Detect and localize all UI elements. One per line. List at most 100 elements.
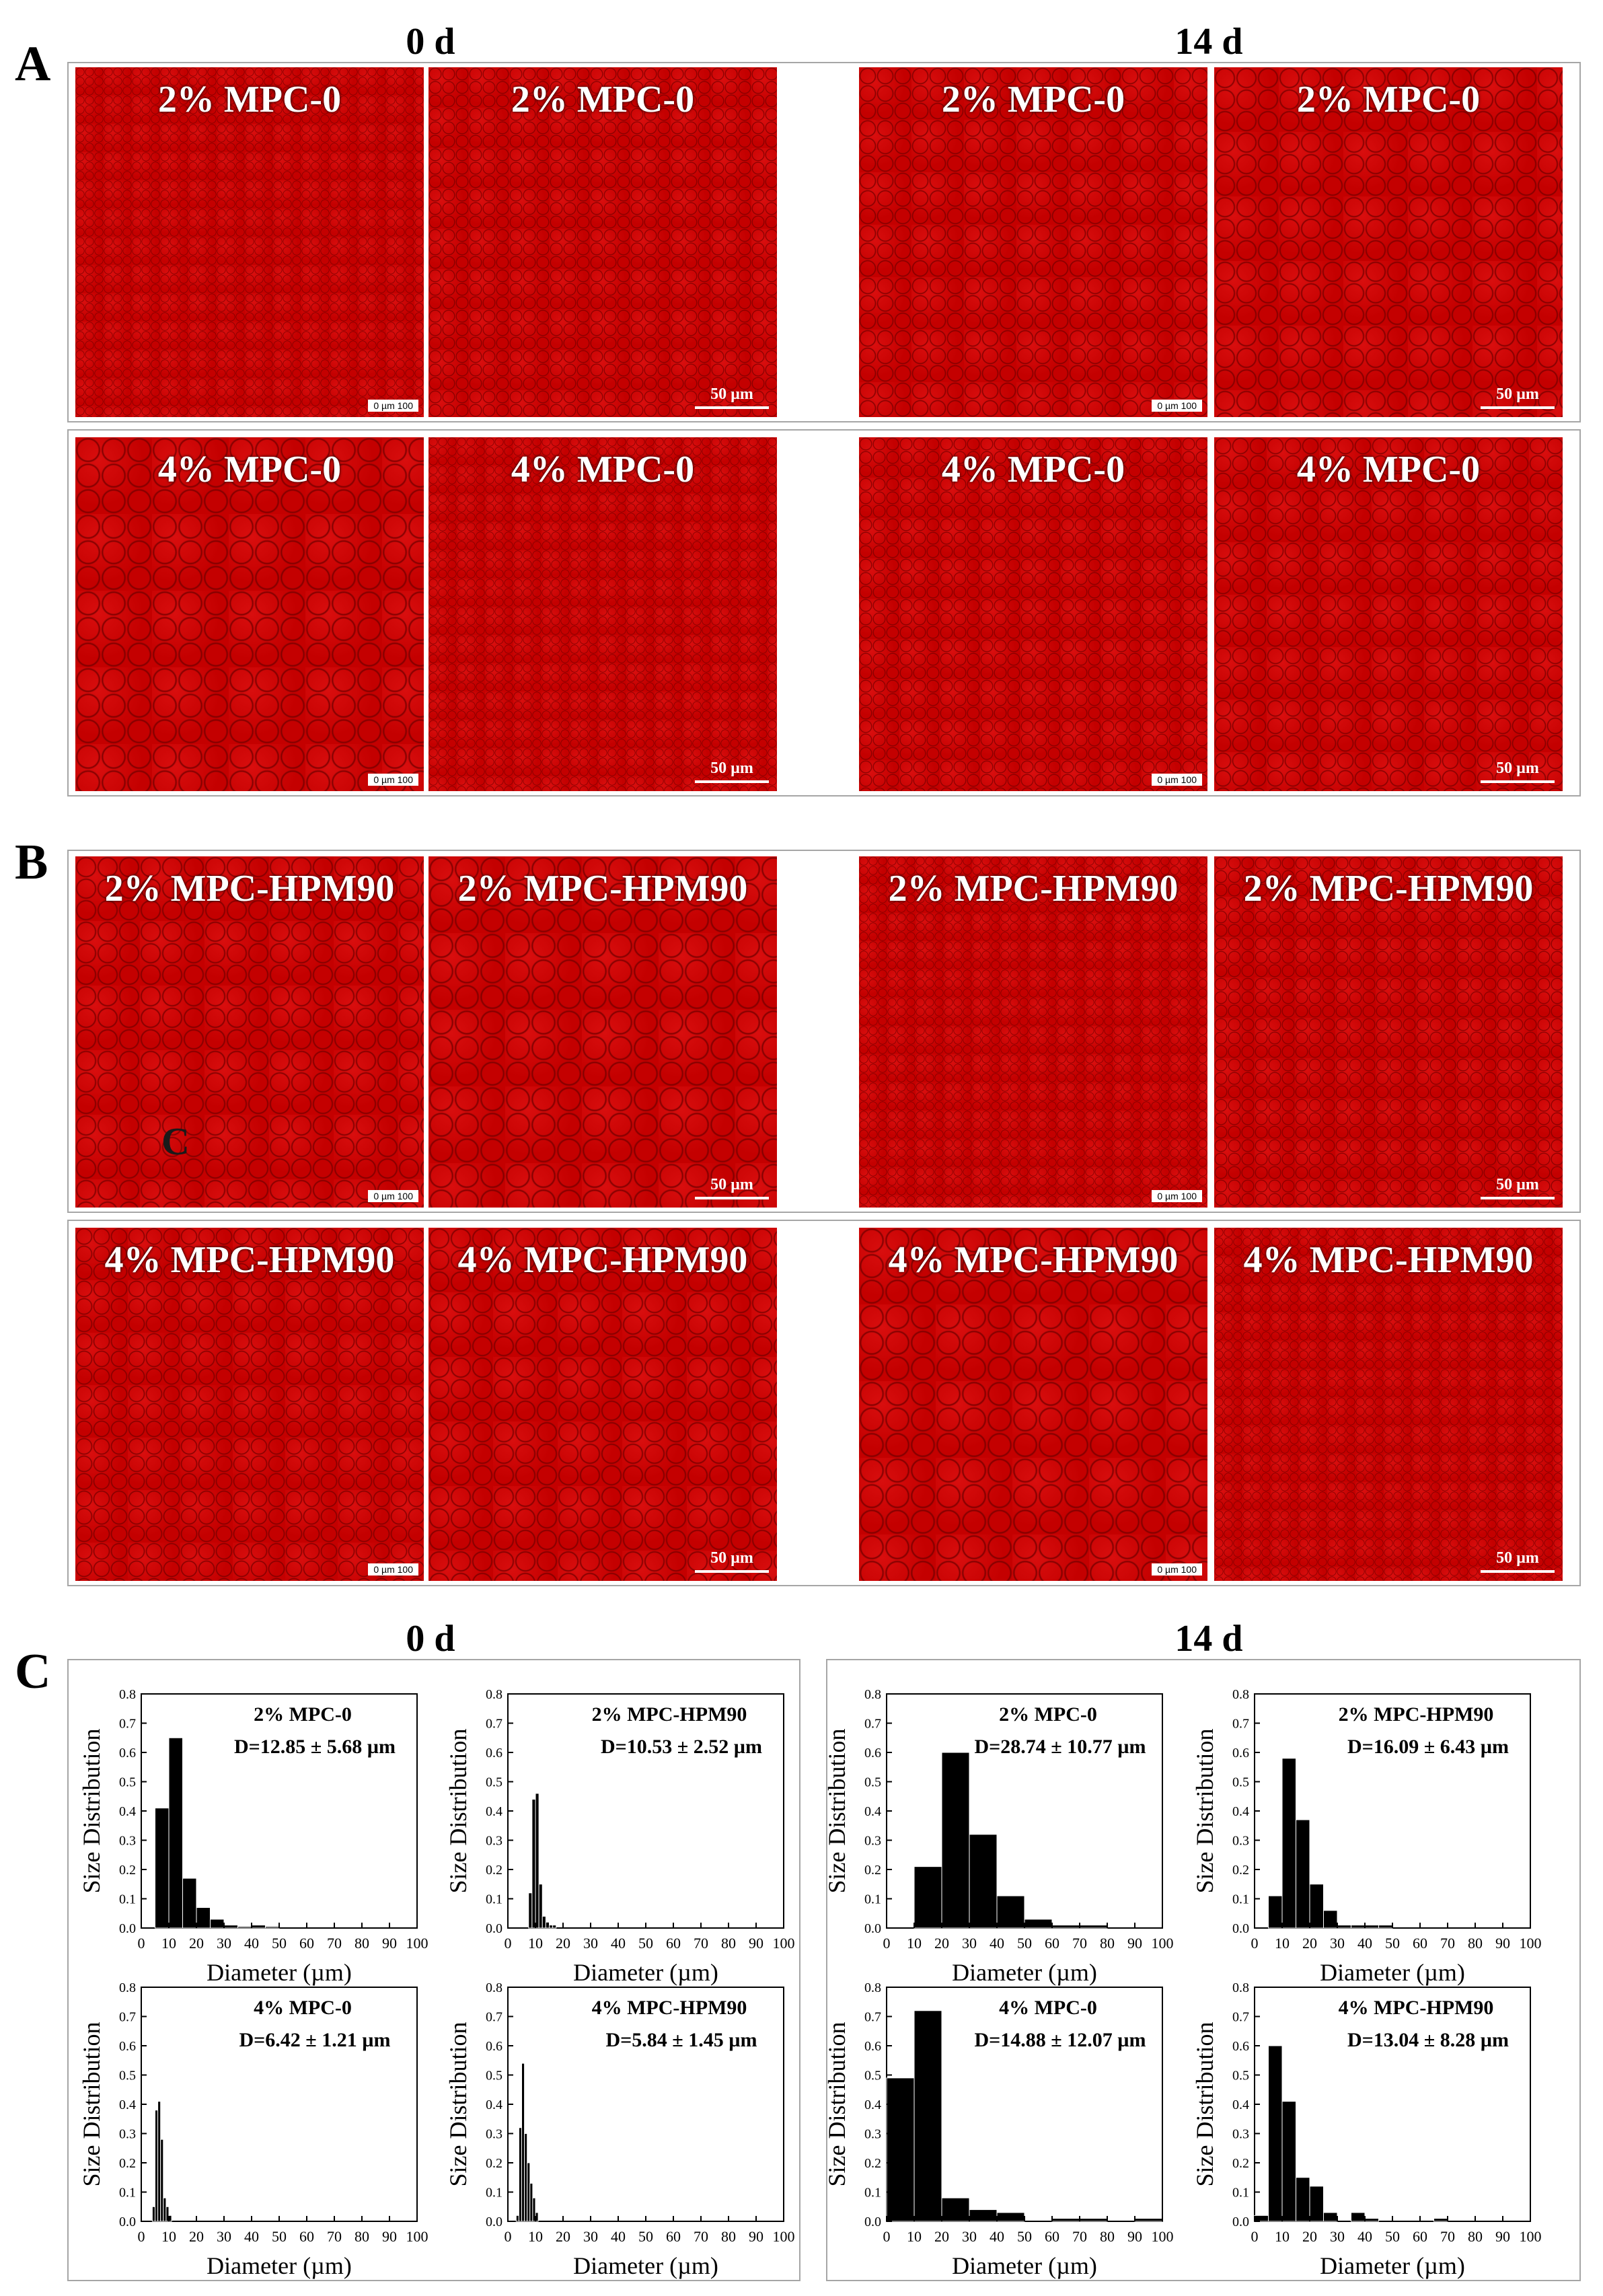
y-tick-label: 0.4	[1232, 2098, 1249, 2112]
y-tick-label: 0.2	[864, 2156, 881, 2171]
y-axis-label: Size Distribution	[823, 2022, 850, 2187]
y-tick-label: 0.4	[486, 1804, 502, 1819]
y-tick-label: 0.5	[864, 1775, 881, 1790]
x-tick-label: 80	[355, 1935, 369, 1952]
histogram-stat: D=16.09 ± 6.43 µm	[1347, 1736, 1509, 1758]
scale-bar-50um: 50 µm	[695, 386, 769, 409]
micrograph-sample-label: 2% MPC-HPM90	[1243, 868, 1534, 910]
histogram-bar	[155, 1808, 170, 1929]
x-tick-label: 80	[1468, 2228, 1483, 2245]
y-tick-label: 0.0	[486, 1921, 502, 1936]
x-tick-label: 30	[962, 2228, 977, 2245]
micrograph-b2-3: 4% MPC-HPM90 0 µm 100	[859, 1228, 1207, 1581]
y-tick-label: 0.2	[119, 2156, 136, 2171]
micrograph-a1-4: 2% MPC-0 50 µm	[1214, 67, 1563, 417]
histogram-bar	[1134, 2218, 1163, 2222]
histogram-bar	[1079, 2218, 1108, 2222]
histogram-bar	[1323, 2212, 1338, 2222]
histogram-title: 4% MPC-0	[999, 1997, 1097, 2019]
scale-bar-line	[1481, 1197, 1555, 1199]
histogram-bar	[1364, 2218, 1379, 2222]
histogram-bar	[1079, 1925, 1108, 1929]
histogram-5: 0 10 20 30 40 50 60 70 80 90 100 0.0 0.1 0.2 0.3 0.4 0.5…	[823, 1687, 1174, 1986]
y-axis-label: Size Distribution	[445, 1729, 472, 1894]
histogram-bar	[521, 2063, 525, 2222]
plot-frame	[507, 1987, 784, 2222]
histogram-bar	[528, 1892, 533, 1929]
histogram-bar	[1351, 2212, 1366, 2222]
histogram-bar	[1323, 1910, 1338, 1929]
y-tick-label: 0.6	[486, 2039, 502, 2054]
panel-letter-b: B	[15, 835, 48, 890]
x-axis-label: Diameter (µm)	[1320, 2252, 1465, 2279]
x-tick-label: 50	[638, 1935, 653, 1952]
y-tick-label: 0.2	[864, 1863, 881, 1878]
histogram-bar	[1309, 1884, 1324, 1929]
y-axis-label: Size Distribution	[823, 1729, 850, 1894]
micrograph-b1-3: 2% MPC-HPM90 0 µm 100	[859, 856, 1207, 1208]
y-tick-label: 0.0	[864, 1921, 881, 1936]
y-tick-label: 0.4	[486, 2098, 502, 2112]
x-axis-label: Diameter (µm)	[1320, 1959, 1465, 1986]
panel-letter-a: A	[15, 36, 51, 91]
histogram-bar	[1433, 2218, 1448, 2222]
panel-letter-c: C	[15, 1644, 51, 1699]
micrograph-a1-3: 2% MPC-0 0 µm 100	[859, 67, 1207, 417]
histogram-bar	[941, 1752, 970, 1929]
histogram-1: 0 10 20 30 40 50 60 70 80 90 100 0.0 0.1 0.2 0.3 0.4 0.5…	[78, 1687, 428, 1986]
micrograph-b1-1: 2% MPC-HPM90 0 µm 100 C	[75, 856, 424, 1208]
x-axis-label: Diameter (µm)	[573, 2252, 718, 2279]
histogram-bar	[251, 1925, 266, 1929]
histogram-title: 4% MPC-0	[254, 1997, 352, 2019]
histogram-group-frame-0d	[67, 1659, 800, 2281]
y-tick-label: 0.5	[864, 2069, 881, 2083]
x-tick-label: 80	[1100, 1935, 1115, 1952]
y-tick-label: 0.3	[119, 1834, 136, 1849]
x-tick-label: 20	[189, 1935, 204, 1952]
histogram-bar	[1296, 1819, 1310, 1929]
x-tick-label: 10	[161, 1935, 176, 1952]
x-tick-label: 10	[1275, 2228, 1290, 2245]
x-tick-label: 30	[217, 2228, 231, 2245]
histogram-4: 0 10 20 30 40 50 60 70 80 90 100 0.0 0.1 0.2 0.3 0.4 0.5…	[445, 1980, 795, 2279]
micrograph-a1-2: 2% MPC-0 50 µm	[428, 67, 777, 417]
x-tick-label: 80	[721, 2228, 736, 2245]
x-tick-label: 10	[1275, 1935, 1290, 1952]
time-label-0d-a: 0 d	[406, 21, 455, 63]
histogram-bar	[1281, 1758, 1296, 1929]
micrograph-sample-label: 4% MPC-HPM90	[457, 1239, 748, 1281]
x-tick-label: 0	[505, 2228, 512, 2245]
x-tick-label: 20	[556, 2228, 570, 2245]
histogram-stat: D=14.88 ± 12.07 µm	[975, 2029, 1146, 2051]
y-tick-label: 0.6	[1232, 2039, 1249, 2054]
y-tick-label: 0.1	[864, 1892, 881, 1907]
micrograph-a2-2: 4% MPC-0 50 µm	[428, 437, 777, 791]
x-tick-label: 20	[1302, 1935, 1317, 1952]
x-tick-label: 60	[299, 2228, 314, 2245]
x-tick-label: 0	[138, 2228, 145, 2245]
x-tick-label: 90	[382, 2228, 397, 2245]
plot-frame	[507, 1693, 784, 1929]
histogram-bar	[1024, 1919, 1053, 1929]
y-tick-label: 0.3	[1232, 1834, 1249, 1849]
x-tick-label: 70	[694, 2228, 708, 2245]
y-tick-label: 0.6	[864, 1746, 881, 1761]
y-tick-label: 0.8	[119, 1980, 136, 1995]
x-tick-label: 60	[1045, 2228, 1059, 2245]
histogram-stat: D=6.42 ± 1.21 µm	[239, 2029, 391, 2051]
y-tick-label: 0.7	[1232, 1717, 1249, 1732]
x-tick-label: 90	[749, 1935, 763, 1952]
x-tick-label: 20	[556, 1935, 570, 1952]
histogram-bar	[969, 2209, 998, 2222]
histogram-7: 0 10 20 30 40 50 60 70 80 90 100 0.0 0.1 0.2 0.3 0.4 0.5…	[823, 1980, 1174, 2279]
x-tick-label: 50	[1017, 2228, 1032, 2245]
scale-bar-50um: 50 µm	[1481, 386, 1555, 409]
x-tick-label: 40	[611, 2228, 626, 2245]
y-tick-label: 0.2	[486, 2156, 502, 2171]
histogram-bar	[168, 1737, 183, 1929]
y-tick-label: 0.5	[486, 1775, 502, 1790]
histogram-bar	[1296, 2177, 1310, 2222]
x-tick-label: 0	[883, 2228, 891, 2245]
scale-bar-50um: 50 µm	[1481, 760, 1555, 783]
scale-bar-text: 50 µm	[1496, 760, 1539, 777]
